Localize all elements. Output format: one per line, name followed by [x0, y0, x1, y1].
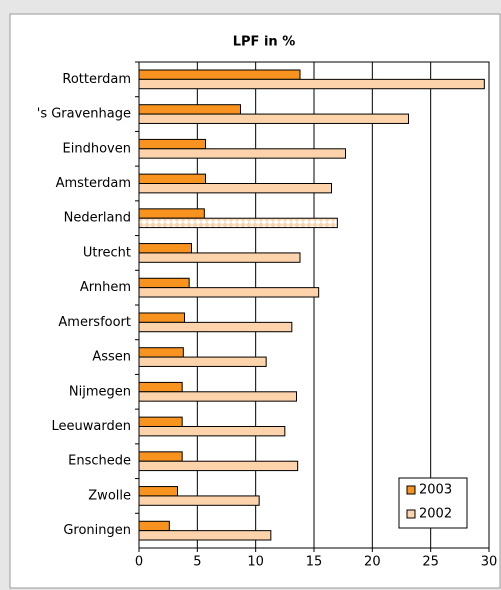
bar — [138, 391, 297, 402]
x-tick-label: 5 — [193, 555, 201, 570]
y-tick-label: Assen — [92, 350, 131, 365]
bar — [138, 356, 267, 367]
bar — [138, 381, 183, 393]
bar — [138, 416, 183, 427]
bar — [138, 78, 485, 90]
y-tick-label: Amsterdam — [56, 176, 131, 191]
bar — [138, 113, 409, 124]
legend-swatch — [406, 485, 416, 495]
bar — [138, 321, 293, 333]
y-tick-label: Utrecht — [83, 245, 131, 260]
legend-label: 2002 — [419, 507, 452, 522]
legend-label: 2003 — [419, 483, 452, 498]
bar — [138, 183, 332, 194]
bar — [138, 460, 299, 472]
y-tick-label: Arnhem — [80, 280, 131, 295]
bar — [138, 287, 320, 298]
y-tick-label: 's Gravenhage — [37, 107, 131, 122]
bar — [138, 277, 190, 289]
bar — [138, 530, 272, 541]
x-tick-label: 20 — [364, 555, 381, 570]
y-tick-label: Eindhoven — [63, 141, 131, 156]
bar — [138, 243, 192, 254]
x-tick-label: 25 — [422, 555, 439, 570]
chart-title: LPF in % — [233, 35, 295, 50]
bar — [138, 69, 301, 80]
bar — [138, 148, 346, 159]
y-tick-label: Enschede — [68, 454, 131, 469]
bar — [138, 138, 206, 150]
y-tick-label: Leeuwarden — [52, 419, 131, 434]
bar — [138, 173, 206, 184]
bar — [138, 208, 205, 219]
x-tick-label: 0 — [135, 555, 143, 570]
bar — [138, 495, 260, 506]
y-tick-label: Zwolle — [88, 488, 131, 503]
x-tick-label: 30 — [481, 555, 498, 570]
bar — [138, 520, 170, 532]
bar — [138, 312, 185, 323]
bar — [138, 486, 178, 497]
bar — [138, 451, 183, 462]
bar — [138, 104, 241, 115]
y-tick-label: Amersfoort — [58, 315, 131, 330]
legend-swatch — [406, 509, 416, 519]
y-tick-label: Groningen — [63, 523, 131, 538]
y-tick-label: Rotterdam — [62, 72, 131, 87]
bar — [138, 347, 184, 358]
bar — [138, 426, 286, 437]
x-tick-label: 10 — [247, 555, 264, 570]
y-tick-label: Nijmegen — [69, 384, 131, 399]
bar — [138, 217, 338, 229]
x-tick-label: 15 — [306, 555, 323, 570]
bar — [138, 252, 301, 263]
y-tick-label: Nederland — [64, 211, 131, 226]
